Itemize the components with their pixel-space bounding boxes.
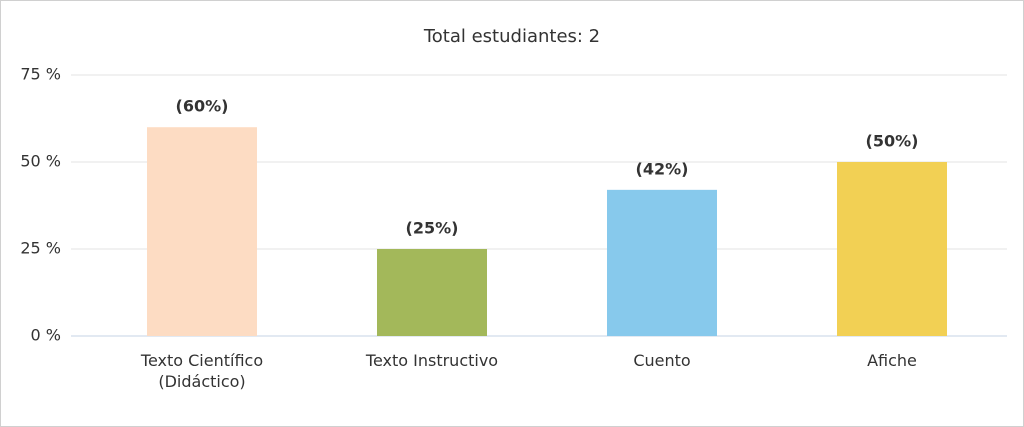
bar — [837, 162, 947, 336]
bar — [607, 189, 717, 336]
x-tick-label: Cuento — [633, 351, 691, 370]
x-tick-label: Afiche — [867, 351, 917, 370]
y-tick-label: 75 % — [20, 65, 61, 84]
x-tick-label: Texto Científico (Didáctico) — [140, 351, 264, 391]
value-label: (50%) — [866, 132, 919, 151]
y-tick-label: 50 % — [20, 152, 61, 171]
y-tick-label: 0 % — [31, 326, 61, 345]
bar — [147, 127, 257, 336]
value-label: (25%) — [406, 219, 459, 238]
value-label: (60%) — [176, 97, 229, 116]
y-tick-label: 25 % — [20, 239, 61, 258]
chart-title: Total estudiantes: 2 — [423, 26, 600, 47]
bar — [377, 249, 487, 336]
x-tick-label: Texto Instructivo — [365, 351, 499, 370]
value-label: (42%) — [636, 159, 689, 178]
